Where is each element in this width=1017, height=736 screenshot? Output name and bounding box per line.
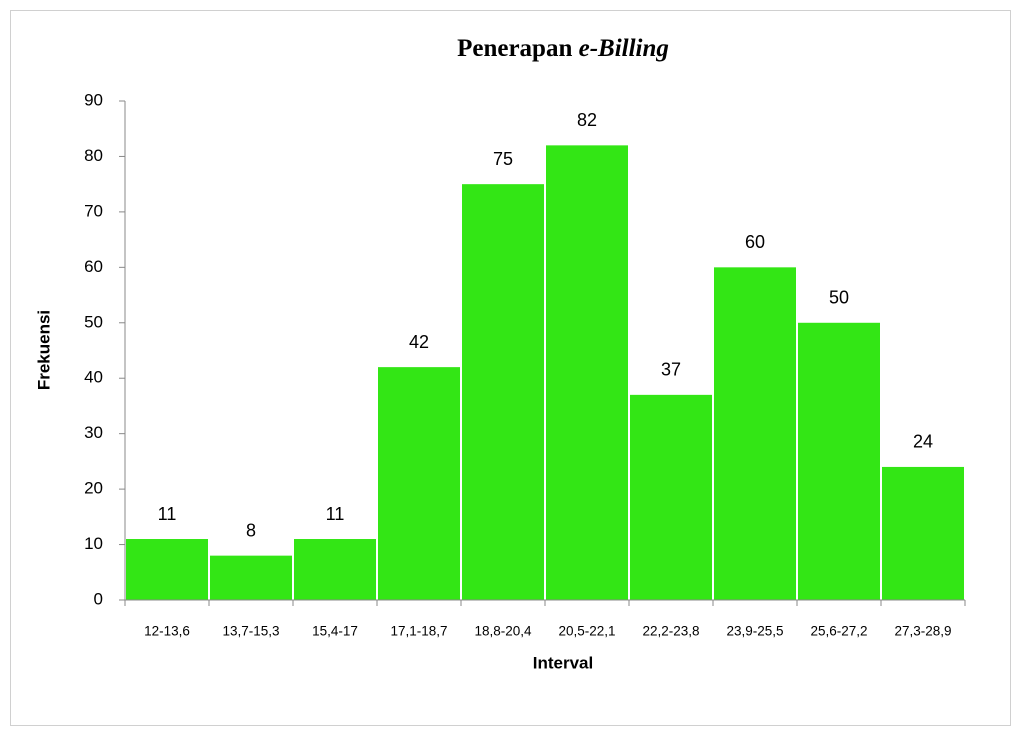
y-axis-title: Frekuensi	[34, 310, 53, 390]
x-tick-label: 17,1-18,7	[390, 624, 447, 639]
bar	[294, 539, 376, 600]
y-tick-label: 20	[84, 479, 103, 498]
y-tick-label: 50	[84, 312, 103, 331]
y-tick-label: 60	[84, 257, 103, 276]
data-label: 37	[661, 360, 681, 380]
x-tick-label: 12-13,6	[144, 624, 190, 639]
data-label: 42	[409, 332, 429, 352]
bar	[882, 466, 964, 600]
x-tick-label: 22,2-23,8	[642, 624, 699, 639]
y-tick-label: 0	[94, 589, 103, 608]
data-label: 24	[913, 432, 933, 452]
data-label: 50	[829, 288, 849, 308]
bar	[714, 267, 796, 600]
y-tick-label: 70	[84, 201, 103, 220]
data-label: 75	[493, 149, 513, 169]
x-tick-label: 25,6-27,2	[810, 624, 867, 639]
x-tick-label: 15,4-17	[312, 624, 358, 639]
data-label: 60	[745, 232, 765, 252]
bar	[630, 394, 712, 600]
bar	[210, 555, 292, 600]
y-tick-label: 90	[84, 90, 103, 109]
x-tick-label: 13,7-15,3	[222, 624, 279, 639]
bar	[798, 322, 880, 600]
data-label: 11	[326, 504, 345, 524]
y-tick-label: 30	[84, 423, 103, 442]
bar	[546, 145, 628, 600]
x-axis-title: Interval	[533, 653, 593, 672]
x-tick-label: 20,5-22,1	[558, 624, 615, 639]
bar	[462, 184, 544, 600]
y-tick-label: 80	[84, 146, 103, 165]
data-label: 82	[577, 110, 597, 130]
x-tick-label: 23,9-25,5	[726, 624, 783, 639]
data-label: 8	[246, 520, 256, 540]
chart-title: Penerapan e-Billing	[457, 35, 669, 62]
x-tick-label: 18,8-20,4	[474, 624, 532, 639]
data-label: 11	[158, 504, 177, 524]
x-tick-label: 27,3-28,9	[894, 624, 951, 639]
y-tick-label: 40	[84, 368, 103, 387]
bar	[126, 539, 208, 600]
y-tick-label: 10	[84, 534, 103, 553]
bar	[378, 367, 460, 600]
